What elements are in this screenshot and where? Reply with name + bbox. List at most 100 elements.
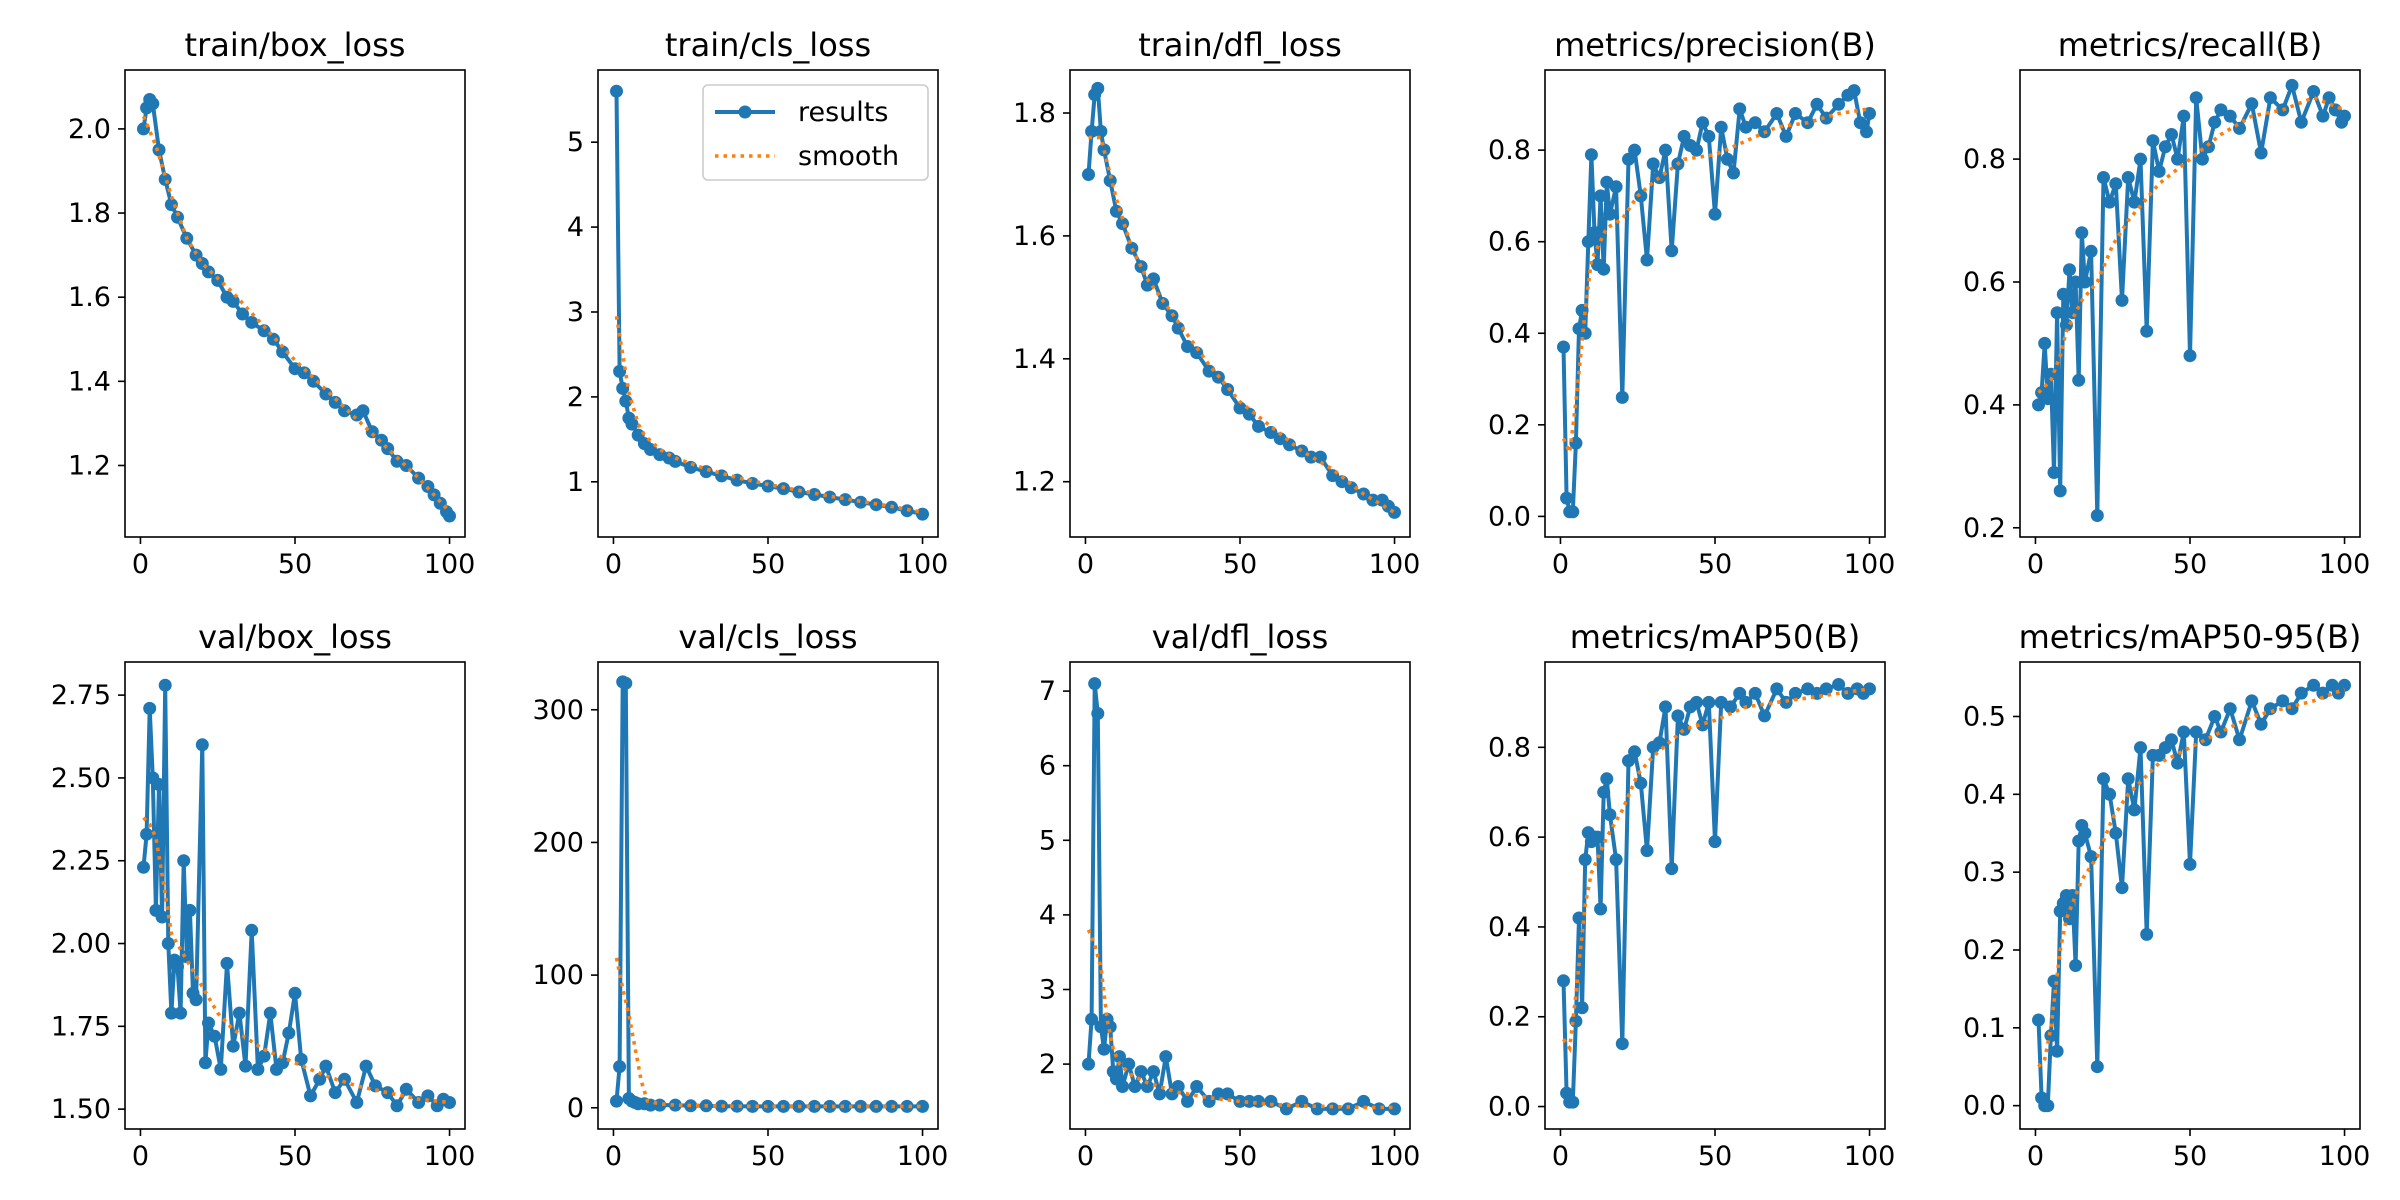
- data-point: [1677, 722, 1691, 736]
- data-point: [1088, 677, 1102, 691]
- data-point: [2069, 275, 2083, 289]
- plot-area: [1082, 677, 1401, 1116]
- subplot-10: metrics/mAP50-95(B) 0 50 100 0.0 0.1 0.2 0.3 0.4…: [1963, 618, 2370, 1172]
- data-point: [2165, 128, 2178, 141]
- y-tick-label: 2.75: [51, 680, 111, 711]
- x-tick-label: 0: [605, 1141, 622, 1172]
- data-point: [1594, 189, 1608, 203]
- y-tick-label: 0.4: [1488, 912, 1531, 943]
- subplot-title: train/box_loss: [185, 26, 406, 64]
- data-point: [1566, 505, 1580, 519]
- plot-area: [1082, 81, 1401, 519]
- data-point: [2208, 710, 2222, 723]
- subplot-9: metrics/mAP50(B) 0 50 100 0.0 0.2 0.4 0.6 0.8: [1488, 618, 1895, 1172]
- data-point: [1344, 481, 1358, 495]
- data-point: [1677, 129, 1691, 143]
- data-point: [319, 387, 333, 401]
- data-point: [257, 1049, 271, 1063]
- data-point: [2041, 392, 2055, 406]
- legend-label-smooth: smooth: [798, 141, 899, 172]
- data-point: [1190, 1080, 1204, 1093]
- data-point: [1748, 116, 1762, 130]
- data-point: [1609, 853, 1623, 867]
- data-point: [220, 956, 234, 970]
- series-smooth-line: [614, 315, 923, 515]
- series-results-line: [1561, 88, 1872, 514]
- x-tick-label: 100: [2319, 549, 2371, 580]
- y-tick-label: 0.4: [1488, 318, 1531, 349]
- y-tick-label: 4: [1039, 900, 1056, 931]
- data-point: [232, 1006, 246, 1020]
- data-point: [1702, 129, 1716, 143]
- data-point: [1665, 862, 1679, 876]
- y-tick-label: 0.6: [1488, 227, 1531, 258]
- x-tick-label: 0: [2027, 1141, 2044, 1172]
- x-tick-label: 50: [278, 549, 312, 580]
- data-point: [1153, 1087, 1167, 1101]
- data-point: [1708, 835, 1722, 849]
- data-point: [174, 1006, 188, 1020]
- x-tick-label: 50: [1223, 549, 1257, 580]
- series-smooth-line: [142, 816, 450, 1105]
- data-point: [1603, 808, 1617, 822]
- data-point: [1560, 491, 1574, 505]
- x-tick-label: 0: [2027, 549, 2044, 580]
- subplot-3: train/dfl_loss 0 50 100 1.2 1.4 1.6 1.8: [1013, 26, 1420, 580]
- data-point: [625, 417, 639, 431]
- data-point: [1832, 678, 1846, 691]
- data-point: [807, 488, 821, 501]
- x-tick-label: 100: [1844, 549, 1896, 580]
- data-point: [2214, 725, 2228, 739]
- data-point: [1615, 1037, 1629, 1051]
- data-point: [319, 1059, 333, 1073]
- data-point: [2121, 171, 2135, 184]
- data-point: [807, 1099, 821, 1113]
- data-point: [1770, 682, 1784, 696]
- series-smooth-line: [2037, 95, 2346, 394]
- plot-area: [137, 678, 456, 1113]
- y-tick-label: 1: [567, 467, 584, 498]
- data-point: [1690, 143, 1703, 157]
- data-point: [1085, 1012, 1099, 1026]
- series-results-line: [2036, 83, 2347, 518]
- data-point: [208, 1029, 222, 1043]
- data-point: [838, 1099, 852, 1113]
- data-point: [1727, 166, 1740, 180]
- y-tick-label: 1.8: [1013, 98, 1056, 129]
- plot-area: [610, 84, 929, 521]
- y-tick-label: 0.2: [1488, 1002, 1531, 1033]
- data-point: [2069, 959, 2083, 972]
- y-tick-label: 0.4: [1963, 390, 2006, 421]
- y-tick-label: 6: [1039, 751, 1056, 782]
- data-point: [2078, 826, 2092, 840]
- data-point: [746, 1099, 759, 1113]
- subplot-4: metrics/precision(B) 0 50 100 0.0 0.2 0.4 0.6 0.…: [1488, 26, 1895, 580]
- data-point: [2115, 881, 2129, 895]
- data-point: [1603, 207, 1617, 221]
- data-point: [2078, 275, 2092, 289]
- plot-area: [2032, 678, 2351, 1113]
- data-point: [1109, 204, 1123, 218]
- data-point: [282, 1026, 296, 1040]
- data-point: [1640, 253, 1654, 267]
- data-point: [2047, 974, 2061, 988]
- subplot-5: metrics/recall(B) 0 50 100 0.2 0.4 0.6 0.8: [1963, 26, 2370, 580]
- data-point: [1273, 432, 1287, 446]
- data-point: [1557, 974, 1570, 988]
- data-point: [2140, 927, 2154, 941]
- data-point: [155, 910, 169, 924]
- plot-area: [137, 93, 456, 523]
- data-point: [1770, 107, 1784, 120]
- data-point: [313, 1072, 327, 1086]
- data-point: [916, 507, 929, 521]
- subplot-title: metrics/mAP50-95(B): [2019, 618, 2362, 656]
- data-point: [2307, 85, 2321, 98]
- data-point: [443, 1096, 456, 1109]
- data-point: [1283, 438, 1296, 452]
- data-point: [1597, 785, 1611, 799]
- data-point: [1233, 1094, 1247, 1108]
- data-point: [1832, 97, 1846, 111]
- x-tick-label: 0: [1077, 1141, 1094, 1172]
- y-tick-label: 1.6: [1013, 221, 1056, 252]
